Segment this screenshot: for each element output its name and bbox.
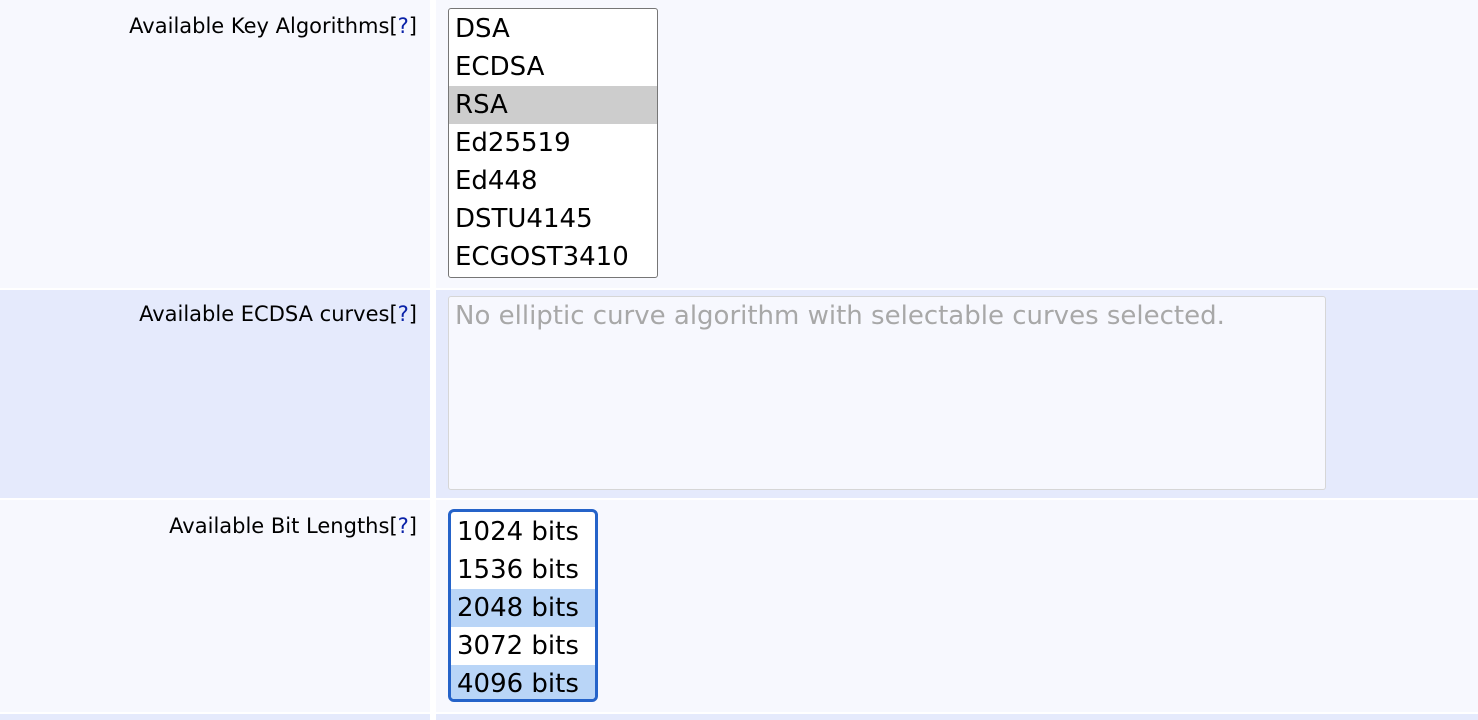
- key-algorithms-row: Available Key Algorithms[?] DSA ECDSA RSA E…: [0, 0, 1478, 288]
- help-link[interactable]: ?: [397, 14, 409, 38]
- key-algorithms-cell: DSA ECDSA RSA Ed25519 Ed448 DSTU4145 ECGOST341…: [436, 0, 1478, 288]
- next-row-label: [0, 714, 430, 720]
- label-text: Available ECDSA curves: [139, 302, 390, 326]
- next-row: [0, 714, 1478, 720]
- help-link[interactable]: ?: [397, 514, 409, 538]
- option[interactable]: DSA: [455, 14, 510, 44]
- ecdsa-curves-select-disabled: No elliptic curve algorithm with selecta…: [448, 296, 1326, 490]
- bit-lengths-cell: 1024 bits 1536 bits 2048 bits 3072 bits 4096…: [436, 500, 1478, 712]
- option[interactable]: DSTU4145: [455, 204, 593, 234]
- option[interactable]: Ed25519: [455, 128, 571, 158]
- bracket: ]: [408, 302, 417, 326]
- bracket: [: [389, 302, 398, 326]
- bracket: [: [389, 14, 398, 38]
- option[interactable]: 2048 bits: [451, 589, 595, 627]
- key-algorithms-select[interactable]: DSA ECDSA RSA Ed25519 Ed448 DSTU4145 ECGOST341…: [448, 8, 658, 278]
- bit-lengths-row: Available Bit Lengths[?] 1024 bits 1536 b…: [0, 500, 1478, 712]
- option[interactable]: Ed448: [455, 166, 538, 196]
- ecdsa-curves-cell: No elliptic curve algorithm with selecta…: [436, 290, 1478, 498]
- help-link[interactable]: ?: [397, 302, 409, 326]
- bracket: ]: [408, 514, 417, 538]
- label-text: Available Key Algorithms: [129, 14, 390, 38]
- bit-lengths-label: Available Bit Lengths[?]: [0, 500, 430, 712]
- option[interactable]: ECGOST3410: [455, 242, 629, 272]
- option[interactable]: 3072 bits: [457, 631, 579, 661]
- option[interactable]: 1536 bits: [457, 555, 579, 585]
- next-row-cell: [436, 714, 1478, 720]
- ecdsa-curves-row: Available ECDSA curves[?] No elliptic cu…: [0, 290, 1478, 498]
- label-text: Available Bit Lengths: [169, 514, 390, 538]
- bit-lengths-select[interactable]: 1024 bits 1536 bits 2048 bits 3072 bits 4096…: [448, 509, 598, 702]
- bracket: ]: [408, 14, 417, 38]
- key-algorithms-label: Available Key Algorithms[?]: [0, 0, 430, 288]
- option[interactable]: ECDSA: [455, 52, 545, 82]
- ecdsa-curves-label: Available ECDSA curves[?]: [0, 290, 430, 498]
- bracket: [: [389, 514, 398, 538]
- option[interactable]: RSA: [449, 86, 657, 124]
- option[interactable]: 1024 bits: [457, 517, 579, 547]
- option[interactable]: 4096 bits: [451, 665, 595, 699]
